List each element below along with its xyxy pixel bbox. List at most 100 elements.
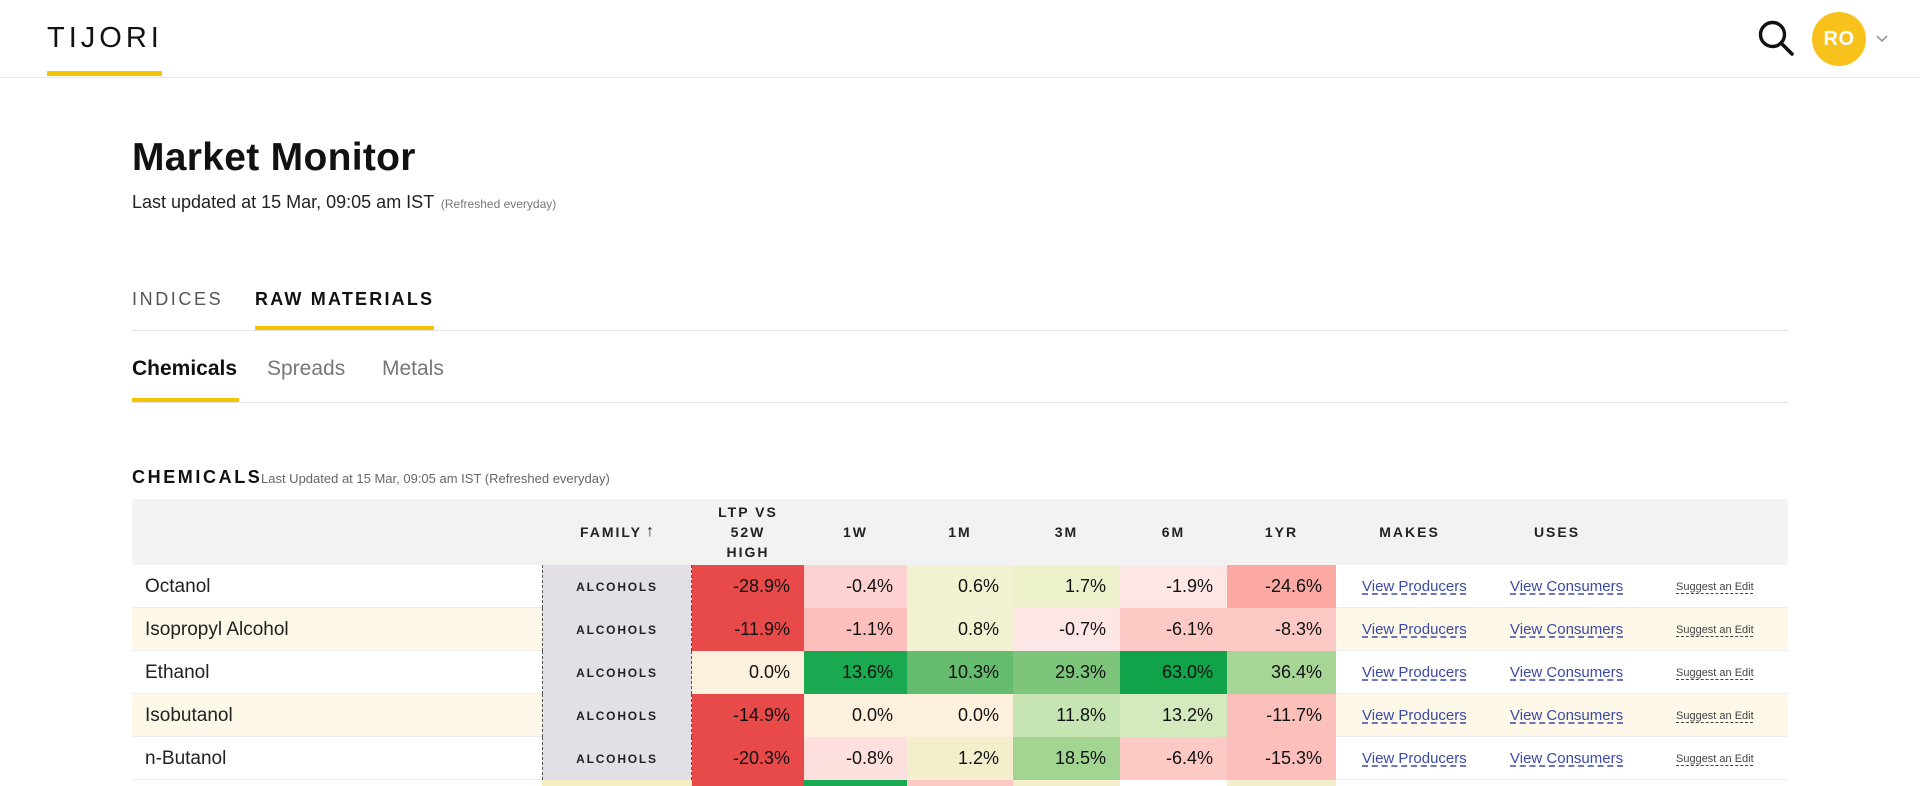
table-row: Isopropyl Alcohol ALCOHOLS -11.9% -1.1% 0.8%…: [132, 608, 1788, 651]
last-updated: Last updated at 15 Mar, 09:05 am IST (Re…: [132, 192, 556, 213]
change-yr1: -15.3%: [1227, 737, 1336, 780]
chemical-name[interactable]: Ethanol: [145, 661, 210, 683]
view-producers-link[interactable]: View Producers: [1362, 750, 1467, 767]
change-m1: 1.2%: [907, 737, 1013, 780]
subtab-metals[interactable]: Metals: [382, 357, 444, 381]
makes-cell: View Producers: [1362, 694, 1467, 737]
change-w1: -1.1%: [804, 608, 907, 651]
main-tabs: INDICES RAW MATERIALS: [132, 289, 1788, 331]
sub-tabs: Chemicals Spreads Metals: [132, 357, 1788, 403]
col-1yr[interactable]: 1YR: [1264, 524, 1299, 540]
logo-underline: [47, 71, 162, 76]
suggest-edit-link[interactable]: Suggest an Edit: [1676, 580, 1754, 593]
change-yr1: 36.4%: [1227, 651, 1336, 694]
tab-indices[interactable]: INDICES: [132, 289, 223, 310]
table-row: Ethanol ALCOHOLS 0.0% 13.6% 10.3% 29.3% 63.0% 3…: [132, 651, 1788, 694]
change-yr1: -24.6%: [1227, 565, 1336, 608]
family-badge: ALCOHOLS: [542, 651, 692, 694]
view-producers-link[interactable]: View Producers: [1362, 578, 1467, 595]
view-consumers-link[interactable]: View Consumers: [1510, 750, 1624, 767]
change-ltp: -11.9%: [692, 608, 804, 651]
change-m3: 18.5%: [1013, 737, 1120, 780]
change-ltp: 0.0%: [692, 651, 804, 694]
subtab-chemicals-label: Chemicals: [132, 357, 238, 380]
table-row: Octanol ALCOHOLS -28.9% -0.4% 0.6% 1.7% -1.9% -…: [132, 565, 1788, 608]
view-producers-link[interactable]: View Producers: [1362, 707, 1467, 724]
makes-cell: View Producers: [1362, 737, 1467, 780]
subtab-chemicals[interactable]: Chemicals: [132, 357, 240, 402]
sort-arrow-icon: ↑: [646, 523, 655, 540]
change-yr1: -8.3%: [1227, 608, 1336, 651]
family-badge: ALCOHOLS: [542, 737, 692, 780]
top-bar: TIJORI RO: [0, 0, 1920, 78]
uses-cell: View Consumers: [1510, 565, 1623, 608]
active-tab-indicator: [255, 326, 435, 330]
change-ltp: -20.3%: [692, 737, 804, 780]
avatar-menu-toggle[interactable]: [1874, 30, 1890, 46]
makes-cell: View Producers: [1362, 565, 1467, 608]
col-ltp-vs-52w-high[interactable]: LTP VS 52W HIGH: [692, 499, 804, 565]
col-6m[interactable]: 6M: [1161, 524, 1186, 540]
chemical-name[interactable]: Octanol: [145, 575, 211, 597]
chemicals-table: FAMILY ↑ LTP VS 52W HIGH 1W 1M 3M 6M 1YR…: [132, 499, 1788, 786]
col-ltp-line1: LTP VS: [718, 504, 778, 520]
view-producers-link[interactable]: View Producers: [1362, 621, 1467, 638]
uses-cell: View Consumers: [1510, 651, 1623, 694]
family-badge: ALCOHOLS: [542, 565, 692, 608]
family-badge: ALCOHOLS: [542, 694, 692, 737]
section-updated: Last Updated at 15 Mar, 09:05 am IST (Re…: [261, 471, 610, 486]
logo[interactable]: TIJORI: [47, 22, 163, 54]
col-family[interactable]: FAMILY ↑: [542, 499, 692, 565]
change-m6: -6.4%: [1120, 737, 1227, 780]
suggest-edit-link[interactable]: Suggest an Edit: [1676, 752, 1754, 765]
change-m3: -0.7%: [1013, 608, 1120, 651]
suggest-edit-link[interactable]: Suggest an Edit: [1676, 623, 1754, 636]
chevron-down-icon: [1876, 35, 1888, 43]
chemical-name[interactable]: n-Butanol: [145, 747, 227, 769]
subtab-spreads[interactable]: Spreads: [267, 357, 345, 381]
change-m1: 10.3%: [907, 651, 1013, 694]
change-w1: 0.0%: [804, 694, 907, 737]
table-body: Octanol ALCOHOLS -28.9% -0.4% 0.6% 1.7% -1.9% -…: [132, 565, 1788, 780]
table-row: Isobutanol ALCOHOLS -14.9% 0.0% 0.0% 11.8% 13.…: [132, 694, 1788, 737]
change-m3: 11.8%: [1013, 694, 1120, 737]
section-title: CHEMICALS: [132, 467, 263, 487]
chemical-name[interactable]: Isobutanol: [145, 704, 233, 726]
search-icon: [1758, 20, 1794, 56]
suggest-edit-link[interactable]: Suggest an Edit: [1676, 666, 1754, 679]
col-1w[interactable]: 1W: [843, 524, 868, 540]
change-m6: -1.9%: [1120, 565, 1227, 608]
search-button[interactable]: [1756, 18, 1796, 58]
tab-raw-materials[interactable]: RAW MATERIALS: [255, 289, 435, 330]
table-row: n-Butanol ALCOHOLS -20.3% -0.8% 1.2% 18.5% -6.…: [132, 737, 1788, 780]
uses-cell: View Consumers: [1510, 694, 1623, 737]
avatar[interactable]: RO: [1812, 12, 1866, 66]
subtab-metals-label: Metals: [382, 357, 444, 380]
col-1m[interactable]: 1M: [948, 524, 972, 540]
suggest-cell: Suggest an Edit: [1676, 737, 1754, 780]
refresh-note: (Refreshed everyday): [440, 197, 557, 211]
col-3m[interactable]: 3M: [1054, 524, 1079, 540]
subtab-spreads-label: Spreads: [267, 357, 346, 380]
change-yr1: -11.7%: [1227, 694, 1336, 737]
view-producers-link[interactable]: View Producers: [1362, 664, 1467, 681]
change-m6: 63.0%: [1120, 651, 1227, 694]
chemical-name[interactable]: Isopropyl Alcohol: [145, 618, 289, 640]
change-m6: 13.2%: [1120, 694, 1227, 737]
col-family-label: FAMILY: [579, 524, 643, 540]
change-m6: -6.1%: [1120, 608, 1227, 651]
suggest-edit-link[interactable]: Suggest an Edit: [1676, 709, 1754, 722]
col-makes: MAKES: [1379, 524, 1440, 540]
suggest-cell: Suggest an Edit: [1676, 608, 1754, 651]
view-consumers-link[interactable]: View Consumers: [1510, 707, 1624, 724]
col-ltp-line2: 52W: [730, 524, 766, 540]
active-subtab-indicator: [132, 398, 240, 402]
family-badge: ALCOHOLS: [542, 608, 692, 651]
change-m3: 29.3%: [1013, 651, 1120, 694]
last-updated-text: Last updated at 15 Mar, 09:05 am IST: [132, 192, 434, 212]
change-m1: 0.6%: [907, 565, 1013, 608]
view-consumers-link[interactable]: View Consumers: [1510, 578, 1624, 595]
view-consumers-link[interactable]: View Consumers: [1510, 621, 1624, 638]
change-m3: 1.7%: [1013, 565, 1120, 608]
view-consumers-link[interactable]: View Consumers: [1510, 664, 1624, 681]
